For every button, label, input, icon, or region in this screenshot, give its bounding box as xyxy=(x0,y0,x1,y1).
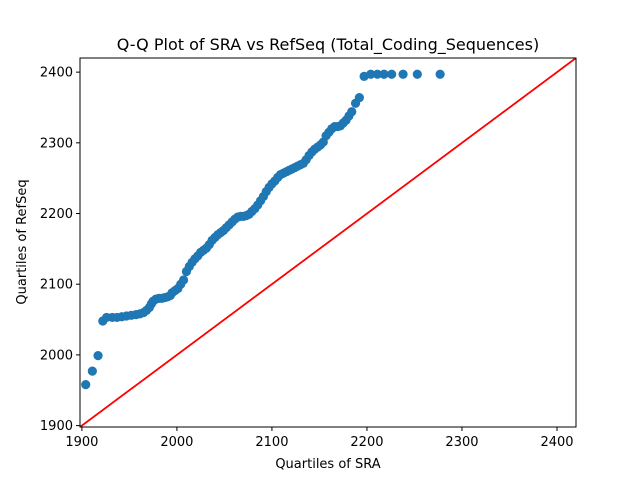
x-tick-label: 2100 xyxy=(255,435,288,450)
y-tick-label: 2200 xyxy=(40,207,73,222)
y-tick-label: 2400 xyxy=(40,66,73,81)
data-point xyxy=(81,379,91,390)
reference-line xyxy=(80,58,576,427)
x-tick-label: 1900 xyxy=(65,435,98,450)
y-tick-label: 2000 xyxy=(40,348,73,363)
data-point xyxy=(379,69,389,79)
data-point xyxy=(398,69,408,79)
y-axis-title: Quartiles of RefSeq xyxy=(15,179,30,304)
x-axis-ticks: 1900 2000 2100 2200 2300 2400 xyxy=(65,427,574,450)
y-tick-label: 1900 xyxy=(40,419,73,434)
data-point xyxy=(412,69,422,79)
x-tick-label: 2000 xyxy=(160,435,193,450)
data-point xyxy=(87,366,97,376)
scatter-points xyxy=(81,69,445,390)
x-tick-label: 2300 xyxy=(445,435,478,450)
x-tick-label: 2400 xyxy=(540,435,573,450)
data-point xyxy=(435,69,445,79)
data-point xyxy=(372,69,383,79)
data-point xyxy=(354,92,364,103)
axes-frame xyxy=(79,57,577,428)
data-point xyxy=(347,107,357,117)
y-axis-ticks: 1900 2000 2100 2200 2300 2400 xyxy=(40,66,80,434)
plot-area xyxy=(79,57,577,428)
data-point xyxy=(387,69,397,79)
y-tick-label: 2300 xyxy=(40,136,73,151)
data-point xyxy=(366,69,376,79)
x-tick-label: 2200 xyxy=(350,435,383,450)
x-axis-title: Quartiles of SRA xyxy=(275,457,380,472)
chart-title: Q-Q Plot of SRA vs RefSeq (Total_Coding_… xyxy=(117,35,539,55)
data-point xyxy=(178,275,189,285)
y-tick-label: 2100 xyxy=(40,278,73,293)
data-point xyxy=(93,351,103,361)
